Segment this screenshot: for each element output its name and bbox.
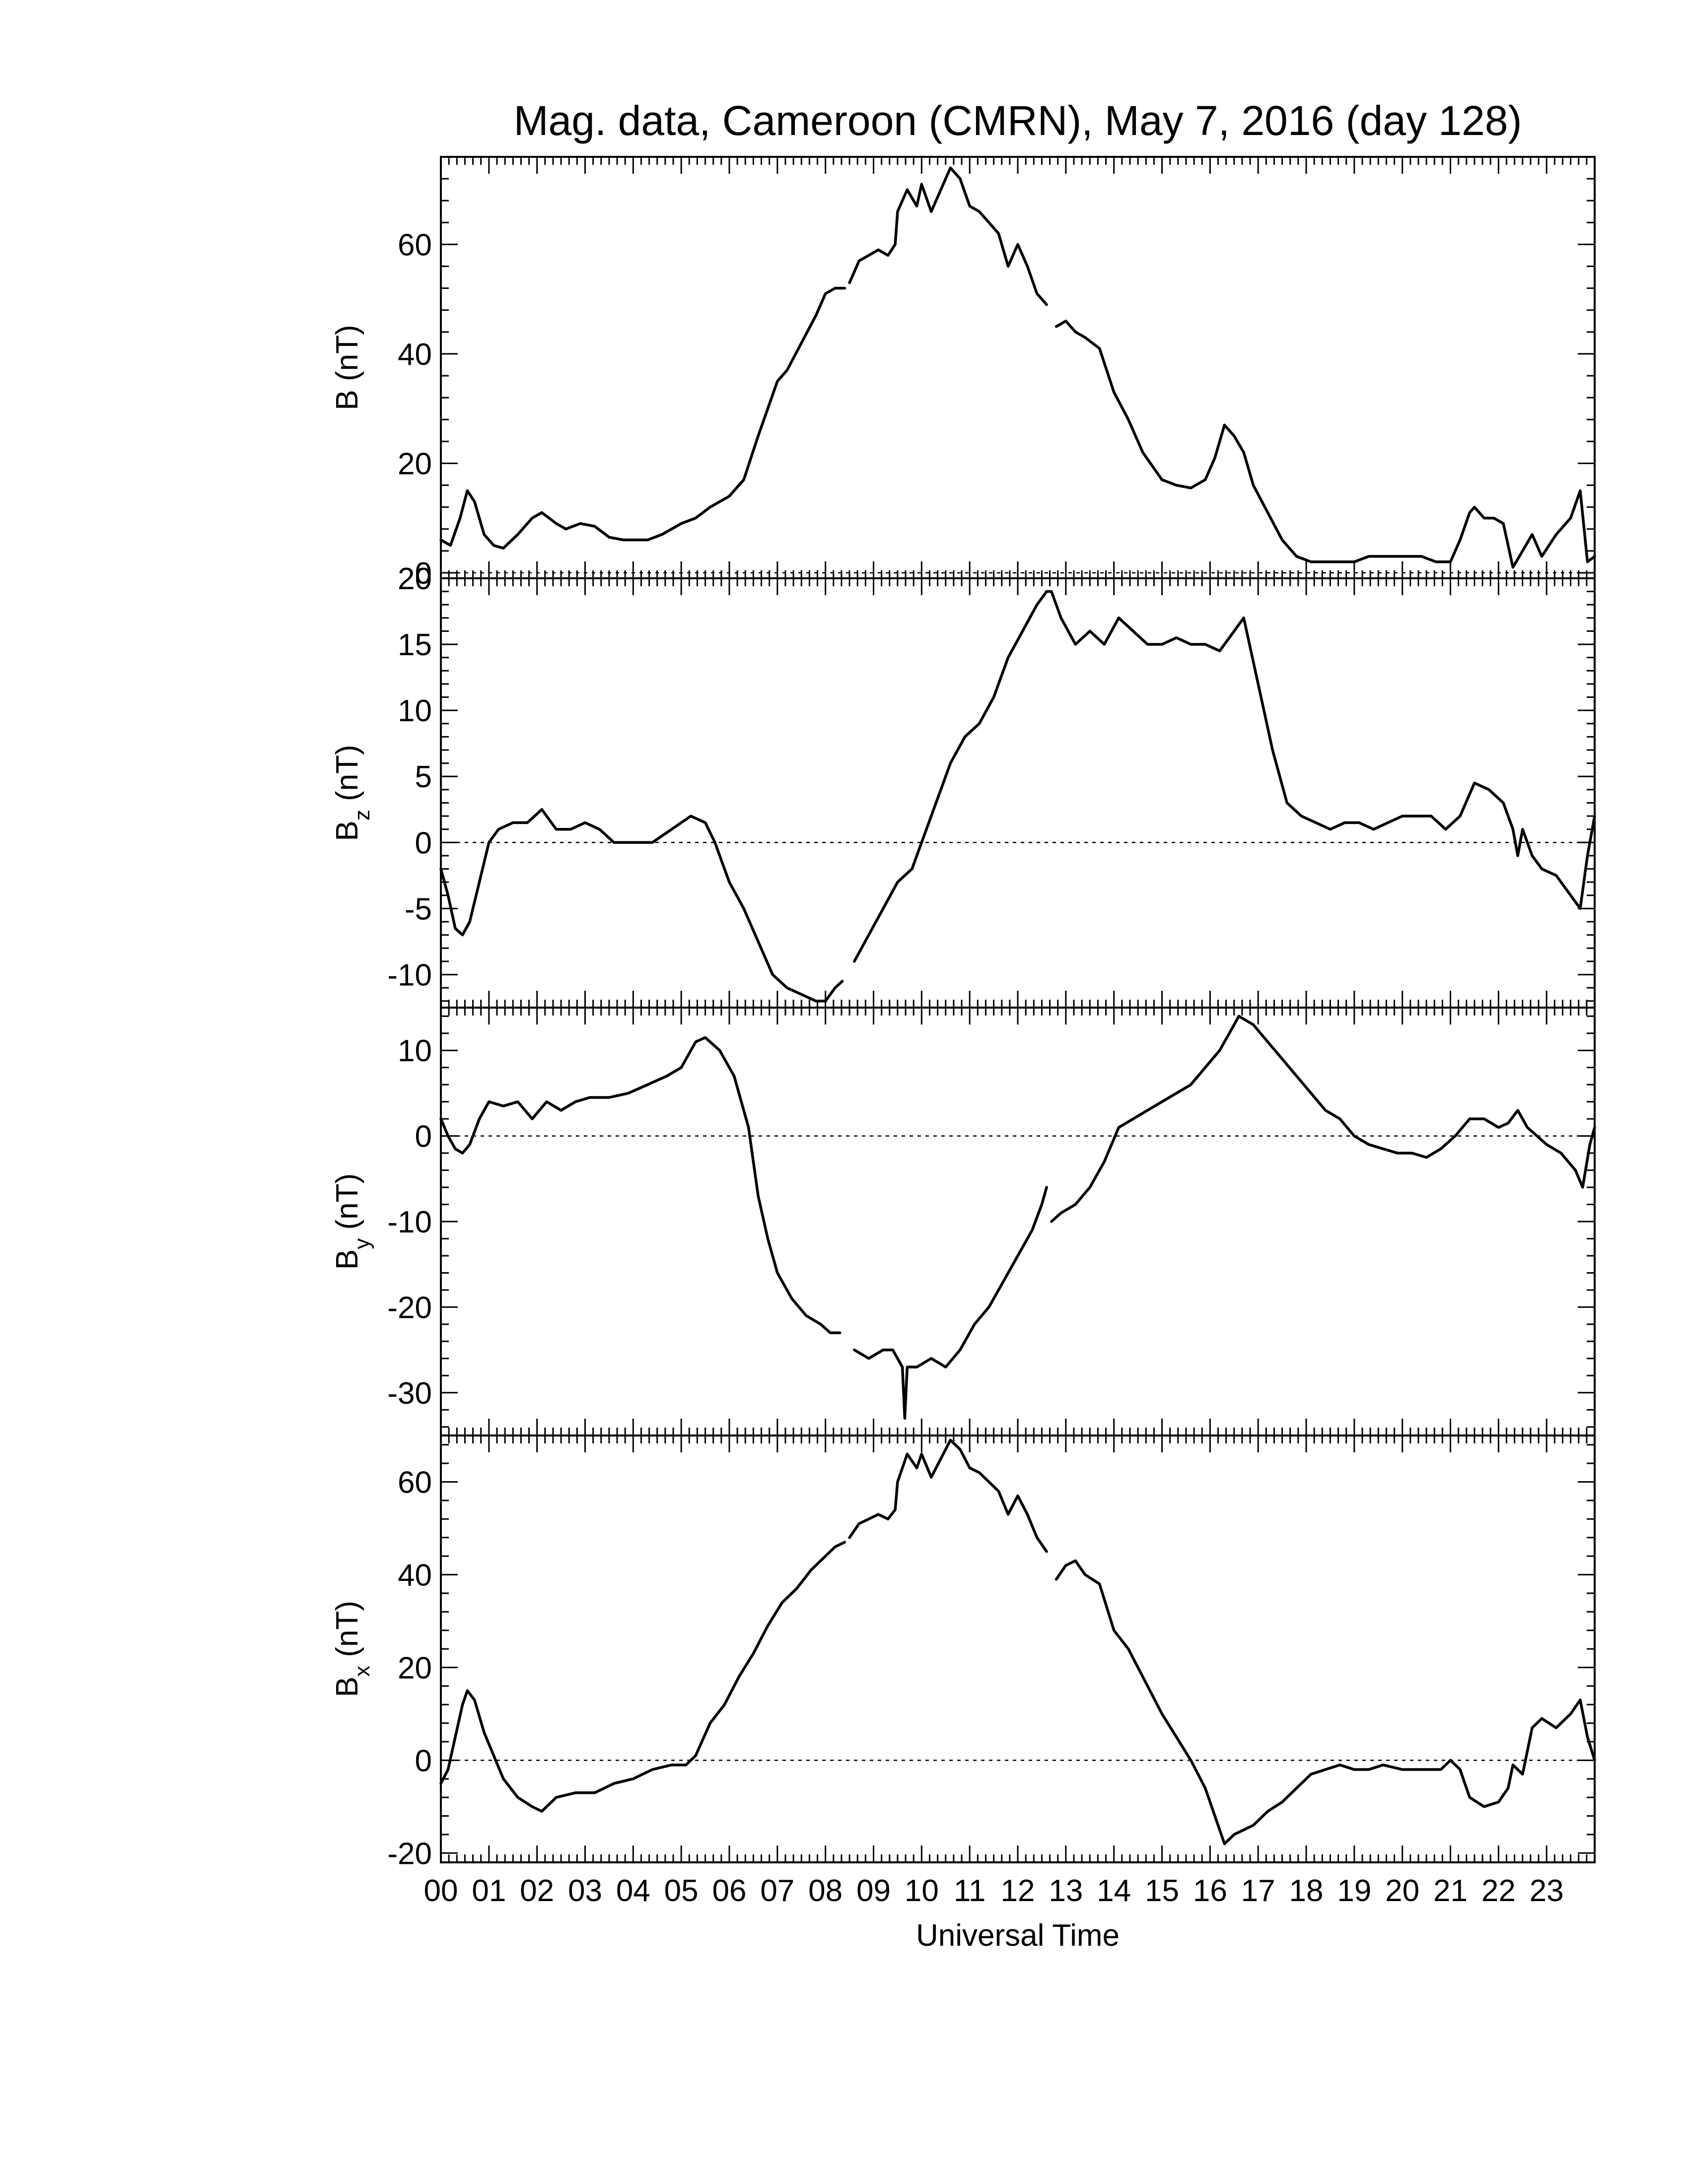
y-axis-label: Bx (nT)	[330, 1601, 374, 1697]
x-tick-label: 13	[1049, 1874, 1083, 1908]
series-line-b-2	[1055, 320, 1596, 569]
x-axis-label: Universal Time	[916, 1918, 1120, 1953]
y-tick-label: -30	[387, 1376, 432, 1411]
x-tick-label: 20	[1385, 1874, 1419, 1908]
x-tick-label: 01	[472, 1874, 506, 1908]
y-tick-label: 5	[415, 760, 432, 794]
panel-bx: -20 0 20 40 60 Bx (nT) 00 01 02 03 04 05 06 07 08 09 10 1…	[330, 1434, 1596, 1908]
x-tick-label: 18	[1289, 1874, 1324, 1908]
x-tick-label: 07	[760, 1874, 794, 1908]
y-axis-label-main: B	[330, 1677, 364, 1697]
y-axis-label: By (nT)	[330, 1173, 374, 1270]
series-line-bx-0	[439, 1541, 846, 1813]
series-line-by-0	[439, 1036, 842, 1334]
y-tick-label: 10	[398, 1034, 432, 1068]
y-tick-label: -20	[387, 1837, 432, 1871]
y-axis-label: Bz (nT)	[330, 745, 374, 841]
x-tick-label: 11	[954, 1874, 985, 1908]
panel-by: -30 -20 -10 0 10 By (nT)	[330, 1007, 1596, 1436]
x-tick-label: 17	[1241, 1874, 1275, 1908]
y-tick-label: 40	[398, 338, 432, 372]
y-tick-label: 0	[415, 1120, 432, 1154]
y-tick-label: -5	[405, 892, 432, 926]
figure-title: Mag. data, Cameroon (CMRN), May 7, 2016 …	[514, 97, 1522, 144]
x-tick-label: 02	[520, 1874, 554, 1908]
y-tick-label: 15	[398, 628, 432, 662]
y-tick-label: 20	[398, 447, 432, 481]
y-axis-label-subscript: x	[350, 1666, 374, 1677]
y-tick-label: -20	[387, 1291, 432, 1325]
y-axis-label-main: B	[330, 390, 364, 410]
y-axis-label-main: B	[330, 820, 364, 841]
x-tick-label: 03	[568, 1874, 602, 1908]
y-tick-label: -10	[387, 958, 432, 992]
plot-frame	[440, 156, 1596, 579]
y-tick-label: -10	[387, 1205, 432, 1239]
x-tick-label: 16	[1193, 1874, 1227, 1908]
y-tick-label: 40	[398, 1558, 432, 1592]
x-tick-label: 19	[1337, 1874, 1371, 1908]
y-tick-label: 0	[415, 556, 432, 591]
y-axis-label-subscript: y	[350, 1238, 374, 1249]
plot-frame	[440, 1007, 1596, 1436]
x-tick-label: 23	[1530, 1874, 1564, 1908]
series-line-bz-0	[439, 808, 844, 1003]
x-tick-label: 22	[1481, 1874, 1516, 1908]
series-line-b-1	[848, 166, 1048, 306]
x-tick-label: 10	[905, 1874, 939, 1908]
x-tick-label: 15	[1145, 1874, 1179, 1908]
y-tick-label: 0	[415, 1744, 432, 1778]
series-line-bx-2	[1055, 1559, 1596, 1845]
x-tick-label: 14	[1097, 1874, 1131, 1908]
panel-b: 0 20 40 60 B (nT)	[330, 156, 1596, 591]
y-axis-label-unit: (nT)	[330, 1173, 364, 1238]
series-line-by-1	[853, 1186, 1048, 1420]
y-tick-label: 0	[415, 826, 432, 860]
x-tick-label: 05	[664, 1874, 699, 1908]
y-tick-label: 20	[398, 1651, 432, 1685]
plot-frame	[440, 1434, 1596, 1863]
series-line-bz-1	[853, 590, 1596, 963]
x-tick-label: 09	[856, 1874, 891, 1908]
y-axis-label-subscript: z	[350, 810, 374, 820]
x-tick-label: 12	[1001, 1874, 1035, 1908]
panel-bz: -10 -5 0 5 10 15 20 Bz (nT)	[330, 562, 1596, 1009]
y-axis-label-unit: (nT)	[330, 325, 364, 390]
series-line-bx-1	[848, 1438, 1048, 1553]
x-tick-label: 21	[1433, 1874, 1468, 1908]
y-tick-label: 10	[398, 694, 432, 728]
series-line-by-2	[1050, 1015, 1596, 1223]
y-axis-label: B (nT)	[330, 325, 364, 410]
y-axis-label-unit: (nT)	[330, 1601, 364, 1666]
x-tick-label: 06	[712, 1874, 747, 1908]
x-tick-label: 08	[808, 1874, 843, 1908]
y-tick-label: 60	[398, 1465, 432, 1500]
y-axis-label-unit: (nT)	[330, 745, 364, 810]
series-line-b-0	[439, 286, 846, 550]
y-tick-label: 60	[398, 228, 432, 262]
y-axis-label-main: B	[330, 1249, 364, 1270]
y-tick-label: 20	[398, 562, 432, 596]
x-tick-label: 04	[616, 1874, 650, 1908]
x-tick-label: 00	[424, 1874, 458, 1908]
